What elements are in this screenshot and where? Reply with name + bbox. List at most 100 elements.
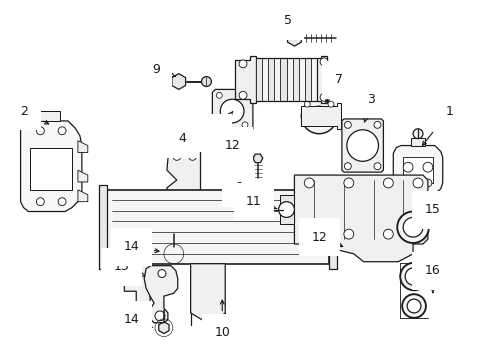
Circle shape [188,194,196,202]
Polygon shape [305,58,310,101]
Polygon shape [328,185,336,269]
Text: 14: 14 [123,313,152,328]
Polygon shape [292,58,298,101]
Circle shape [344,163,350,170]
Circle shape [412,129,422,139]
Circle shape [422,162,432,172]
Circle shape [373,121,380,128]
Polygon shape [30,148,72,190]
Circle shape [383,178,392,188]
Text: 4: 4 [179,132,186,152]
Circle shape [343,178,353,188]
Polygon shape [317,56,326,103]
Polygon shape [124,264,163,303]
Polygon shape [301,103,340,129]
Polygon shape [267,58,274,101]
Text: 14: 14 [123,240,159,253]
Circle shape [304,178,314,188]
Circle shape [344,121,350,128]
Polygon shape [78,190,88,202]
Circle shape [278,202,294,217]
Circle shape [423,179,431,187]
Circle shape [412,178,422,188]
Circle shape [404,179,411,187]
Text: 12: 12 [311,231,342,247]
Polygon shape [190,264,225,325]
Polygon shape [41,111,60,121]
Polygon shape [78,141,88,152]
Polygon shape [212,89,252,132]
Circle shape [36,198,44,206]
Polygon shape [279,195,294,224]
Circle shape [399,263,427,290]
Circle shape [308,106,328,126]
Text: 11: 11 [245,195,276,209]
Circle shape [320,93,327,101]
Circle shape [239,91,246,99]
Text: 12: 12 [224,139,253,158]
Circle shape [155,311,164,321]
Circle shape [242,122,247,128]
Polygon shape [298,58,305,101]
Circle shape [158,270,165,278]
Polygon shape [392,145,442,195]
Circle shape [242,93,247,98]
Circle shape [201,77,211,86]
Polygon shape [99,185,106,269]
Text: 8: 8 [211,112,232,139]
Polygon shape [402,157,432,183]
Circle shape [58,198,66,206]
Circle shape [343,229,353,239]
Polygon shape [294,175,427,262]
Circle shape [407,299,420,313]
Circle shape [320,58,327,66]
Circle shape [304,101,309,107]
Polygon shape [235,56,255,103]
Polygon shape [20,121,81,212]
Text: 6: 6 [234,181,248,197]
Circle shape [58,127,66,135]
Circle shape [216,122,222,128]
Circle shape [172,152,181,160]
Polygon shape [341,119,383,172]
Polygon shape [166,144,200,210]
Circle shape [216,93,222,98]
Circle shape [220,99,244,123]
Circle shape [383,229,392,239]
Polygon shape [410,138,424,145]
Circle shape [346,130,378,161]
Polygon shape [310,58,317,101]
Text: 7: 7 [325,73,342,102]
Circle shape [327,101,333,107]
Text: 9: 9 [152,63,175,77]
Circle shape [239,60,246,68]
Polygon shape [262,58,267,101]
Circle shape [373,163,380,170]
Polygon shape [144,266,178,323]
Polygon shape [255,58,262,101]
Polygon shape [106,190,328,264]
Circle shape [304,229,314,239]
Text: 3: 3 [363,93,374,122]
Circle shape [412,229,422,239]
Text: 16: 16 [424,264,440,293]
Polygon shape [274,58,280,101]
Circle shape [301,98,336,134]
Text: 5: 5 [283,14,292,31]
Circle shape [401,294,425,318]
Text: 15: 15 [423,203,440,229]
Text: 13: 13 [113,260,145,276]
Polygon shape [78,170,88,182]
Polygon shape [286,58,292,101]
Circle shape [36,127,44,135]
Circle shape [188,152,196,160]
Polygon shape [280,58,286,101]
Circle shape [405,267,422,285]
Circle shape [402,217,422,237]
Text: 2: 2 [20,105,49,124]
Text: 1: 1 [422,105,453,145]
Circle shape [402,162,412,172]
Circle shape [172,194,181,202]
Text: 10: 10 [214,300,230,339]
Circle shape [396,212,428,243]
